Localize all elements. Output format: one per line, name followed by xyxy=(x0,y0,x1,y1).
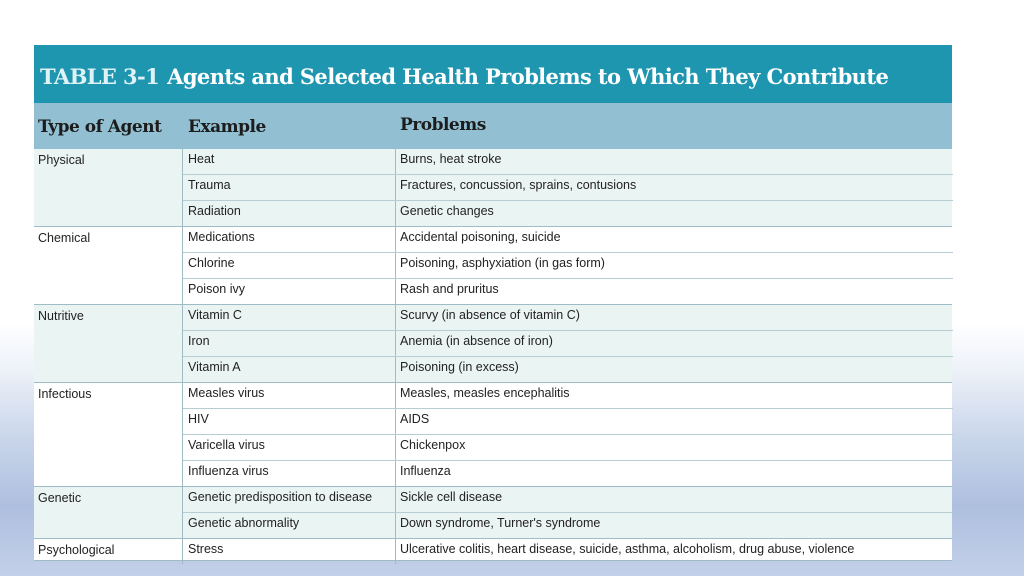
problems-cell: Measles, measles encephalitis xyxy=(400,386,570,400)
agent-group-rows: Measles virus Measles, measles encephalit… xyxy=(182,383,953,486)
agent-group-rows: Genetic predisposition to disease Sickle … xyxy=(182,487,953,538)
example-cell: Stress xyxy=(188,542,224,556)
example-cell: Influenza virus xyxy=(188,464,269,478)
table-row: HIV AIDS xyxy=(183,408,953,434)
table-row: Poison ivy Rash and pruritus xyxy=(183,278,953,304)
agent-group-nutritive: Nutritive Vitamin C Scurvy (in absence of … xyxy=(34,304,953,382)
example-cell: Medications xyxy=(188,230,255,244)
problems-cell: Down syndrome, Turner's syndrome xyxy=(400,516,601,530)
problems-cell: Fractures, concussion, sprains, contusio… xyxy=(400,178,637,192)
column-divider xyxy=(395,539,396,564)
agent-group-rows: Medications Accidental poisoning, suicide… xyxy=(182,227,953,304)
table-title-text: Agents and Selected Health Problems to W… xyxy=(167,63,889,89)
column-header-example: Example xyxy=(188,117,266,137)
column-divider xyxy=(395,305,396,330)
problems-cell: Chickenpox xyxy=(400,438,466,452)
example-cell: Trauma xyxy=(188,178,231,192)
table-row: Vitamin C Scurvy (in absence of vitamin C… xyxy=(183,305,953,330)
column-header-type-of-agent: Type of Agent xyxy=(38,117,162,137)
example-cell: Vitamin A xyxy=(188,360,241,374)
example-cell: Radiation xyxy=(188,204,241,218)
column-divider xyxy=(395,201,396,226)
table-title: TABLE 3-1 Agents and Selected Health Prob… xyxy=(40,63,889,89)
agent-type-cell: Nutritive xyxy=(38,309,84,323)
table-bottom-rule xyxy=(34,560,952,561)
column-divider xyxy=(395,175,396,200)
column-header-problems: Problems xyxy=(400,115,486,135)
table-row: Influenza virus Influenza xyxy=(183,460,953,486)
agent-group-rows: Heat Burns, heat stroke Trauma Fractures, c… xyxy=(182,149,953,226)
table-row: Genetic predisposition to disease Sickle … xyxy=(183,487,953,512)
table-row: Heat Burns, heat stroke xyxy=(183,149,953,174)
agent-type-cell: Chemical xyxy=(38,231,91,245)
table-row: Radiation Genetic changes xyxy=(183,200,953,226)
problems-cell: Anemia (in absence of iron) xyxy=(400,334,553,348)
example-cell: Poison ivy xyxy=(188,282,245,296)
column-divider xyxy=(395,357,396,382)
agent-group-rows: Stress Ulcerative colitis, heart disease,… xyxy=(182,539,953,564)
table-body: Physical Heat Burns, heat stroke Trauma Frac… xyxy=(34,149,953,564)
problems-cell: Burns, heat stroke xyxy=(400,152,502,166)
agent-type-cell: Infectious xyxy=(38,387,92,401)
agent-type-cell: Physical xyxy=(38,153,85,167)
example-cell: Genetic predisposition to disease xyxy=(188,490,373,504)
agent-group-physical: Physical Heat Burns, heat stroke Trauma Frac… xyxy=(34,149,953,226)
problems-cell: Accidental poisoning, suicide xyxy=(400,230,561,244)
problems-cell: Poisoning, asphyxiation (in gas form) xyxy=(400,256,605,270)
problems-cell: Poisoning (in excess) xyxy=(400,360,519,374)
table-row: Medications Accidental poisoning, suicide xyxy=(183,227,953,252)
table-header-row: Type of Agent Example Problems xyxy=(34,103,952,149)
table-row: Vitamin A Poisoning (in excess) xyxy=(183,356,953,382)
table-row: Measles virus Measles, measles encephalit… xyxy=(183,383,953,408)
column-divider xyxy=(395,513,396,538)
column-divider xyxy=(395,461,396,486)
example-cell: HIV xyxy=(188,412,209,426)
column-divider xyxy=(395,435,396,460)
column-divider xyxy=(395,227,396,252)
column-divider xyxy=(395,149,396,174)
table-title-bar: TABLE 3-1 Agents and Selected Health Prob… xyxy=(34,45,952,103)
example-cell: Varicella virus xyxy=(188,438,265,452)
agent-group-genetic: Genetic Genetic predisposition to disease… xyxy=(34,486,953,538)
problems-cell: Sickle cell disease xyxy=(400,490,503,504)
table-number: TABLE 3-1 xyxy=(40,63,160,89)
problems-cell: Rash and pruritus xyxy=(400,282,499,296)
column-divider xyxy=(395,487,396,512)
problems-cell: Ulcerative colitis, heart disease, suici… xyxy=(400,542,855,556)
problems-cell: Scurvy (in absence of vitamin C) xyxy=(400,308,580,322)
agent-type-cell: Genetic xyxy=(38,491,82,505)
example-cell: Measles virus xyxy=(188,386,265,400)
column-divider xyxy=(395,331,396,356)
table-row: Iron Anemia (in absence of iron) xyxy=(183,330,953,356)
column-divider xyxy=(395,253,396,278)
agent-group-rows: Vitamin C Scurvy (in absence of vitamin C… xyxy=(182,305,953,382)
agent-group-psychological: Psychological Stress Ulcerative colitis, h… xyxy=(34,538,952,564)
table-row: Genetic abnormality Down syndrome, Turner… xyxy=(183,512,953,538)
table-row: Trauma Fractures, concussion, sprains, co… xyxy=(183,174,953,200)
example-cell: Vitamin C xyxy=(188,308,242,322)
table-row: Stress Ulcerative colitis, heart disease,… xyxy=(183,539,953,564)
problems-cell: Genetic changes xyxy=(400,204,494,218)
column-divider xyxy=(395,383,396,408)
agent-type-cell: Psychological xyxy=(38,543,115,557)
problems-cell: AIDS xyxy=(400,412,430,426)
table-row: Varicella virus Chickenpox xyxy=(183,434,953,460)
example-cell: Heat xyxy=(188,152,215,166)
agent-group-chemical: Chemical Medications Accidental poisoning,… xyxy=(34,226,953,304)
example-cell: Iron xyxy=(188,334,210,348)
column-divider xyxy=(395,409,396,434)
problems-cell: Influenza xyxy=(400,464,451,478)
table-row: Chlorine Poisoning, asphyxiation (in gas … xyxy=(183,252,953,278)
agent-group-infectious: Infectious Measles virus Measles, measles … xyxy=(34,382,953,486)
example-cell: Chlorine xyxy=(188,256,235,270)
agents-table: TABLE 3-1 Agents and Selected Health Prob… xyxy=(34,45,953,564)
example-cell: Genetic abnormality xyxy=(188,516,300,530)
column-divider xyxy=(395,279,396,304)
